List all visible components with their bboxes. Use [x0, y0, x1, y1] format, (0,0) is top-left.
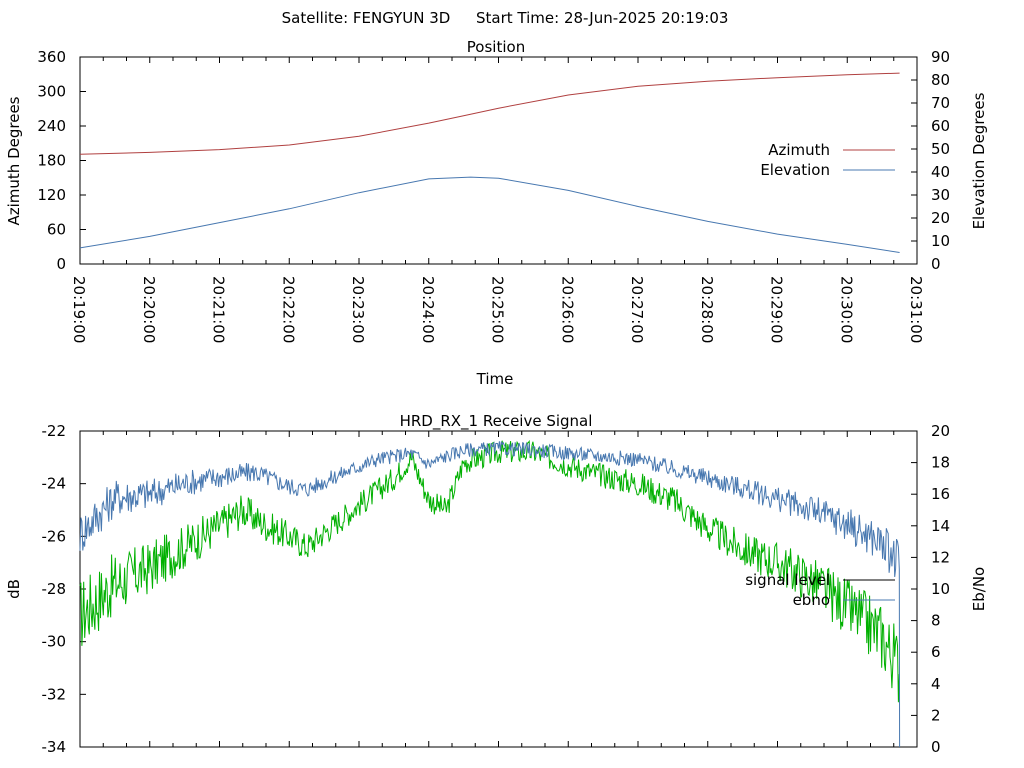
y2tick-label: 10: [931, 580, 950, 598]
xtick-label: 20:25:00: [489, 276, 507, 343]
signal-y2label: Eb/No: [970, 567, 988, 611]
ytick-label: -28: [42, 580, 67, 598]
y2tick-label: 20: [931, 209, 950, 227]
legend-label: signal level: [745, 571, 830, 589]
ytick-label: -32: [42, 685, 67, 703]
ytick-label: 60: [47, 221, 66, 239]
position-legend: Azimuth Elevation: [760, 141, 895, 179]
xtick-label: 20:26:00: [558, 276, 576, 343]
xtick-label: 20:30:00: [837, 276, 855, 343]
signal-ticks: -34 -32 -30 -28 -26 -24 -22 0 2 4 6 8 10 12 14 16 18 20: [42, 422, 951, 756]
ytick-label: 180: [37, 152, 66, 170]
legend-label: Azimuth: [768, 141, 830, 159]
position-chart-title: Position: [467, 38, 525, 56]
xtick-label: 20:23:00: [349, 276, 367, 343]
position-series: [79, 72, 900, 253]
ytick-label: -24: [42, 475, 67, 493]
y2tick-label: 50: [931, 140, 950, 158]
header-start-time: Start Time: 28-Jun-2025 20:19:03: [476, 9, 728, 27]
ytick-label: 120: [37, 186, 66, 204]
position-xlabel: Time: [476, 370, 514, 388]
y2tick-label: 6: [931, 643, 941, 661]
ytick-label: 240: [37, 117, 66, 135]
ytick-label: -26: [42, 527, 67, 545]
xtick-label: 20:19:00: [70, 276, 88, 343]
ytick-label: 300: [37, 83, 66, 101]
y2tick-label: 70: [931, 94, 950, 112]
y2tick-label: 10: [931, 232, 950, 250]
y2tick-label: 8: [931, 612, 941, 630]
y2tick-label: 14: [931, 517, 950, 535]
series-line-ebno: [79, 441, 901, 748]
ytick-label: 360: [37, 48, 66, 66]
signal-ylabel: dB: [5, 579, 23, 599]
y2tick-label: 2: [931, 706, 941, 724]
signal-series: [79, 439, 901, 748]
xtick-label: 20:29:00: [768, 276, 786, 343]
y2tick-label: 4: [931, 675, 941, 693]
signal-chart: HRD_RX_1 Receive Signal -34-32-30-28-26-…: [5, 412, 988, 756]
y2tick-label: 16: [931, 485, 950, 503]
y2tick-label: 0: [931, 255, 941, 273]
ytick-label: 0: [56, 255, 66, 273]
ytick-label: -34: [42, 738, 67, 756]
series-line-azimuth: [79, 72, 900, 155]
position-ylabel: Azimuth Degrees: [5, 96, 23, 225]
y2tick-label: 18: [931, 454, 950, 472]
signal-chart-title: HRD_RX_1 Receive Signal: [400, 412, 593, 431]
y2tick-label: 20: [931, 422, 950, 440]
xtick-label: 20:22:00: [279, 276, 297, 343]
xtick-label: 20:21:00: [210, 276, 228, 343]
position-y2label: Elevation Degrees: [970, 92, 988, 229]
y2tick-label: 12: [931, 548, 950, 566]
series-line-elevation: [79, 176, 900, 253]
position-ticks: 0 60 120 180 240 300 360 0 10 20 30 40 50 60 70 80 90 20:…: [37, 48, 950, 343]
legend-label: Elevation: [760, 161, 830, 179]
y2tick-label: 80: [931, 71, 950, 89]
y2tick-label: 60: [931, 117, 950, 135]
xtick-label: 20:27:00: [628, 276, 646, 343]
xtick-label: 20:20:00: [140, 276, 158, 343]
xtick-label: 20:24:00: [419, 276, 437, 343]
position-chart: Position 0 60 120 180 240 300 360 0 10 20 30 40 50 60…: [5, 38, 988, 388]
xtick-label: 20:31:00: [907, 276, 925, 343]
header-satellite: Satellite: FENGYUN 3D: [282, 9, 451, 27]
y2tick-label: 90: [931, 48, 950, 66]
ytick-label: -30: [42, 633, 67, 651]
y2tick-label: 0: [931, 738, 941, 756]
y2tick-label: 30: [931, 186, 950, 204]
ytick-label: -22: [42, 422, 67, 440]
y2tick-label: 40: [931, 163, 950, 181]
signal-legend: signal level ebno: [745, 571, 895, 609]
legend-label: ebno: [793, 591, 830, 609]
xtick-label: 20:28:00: [698, 276, 716, 343]
